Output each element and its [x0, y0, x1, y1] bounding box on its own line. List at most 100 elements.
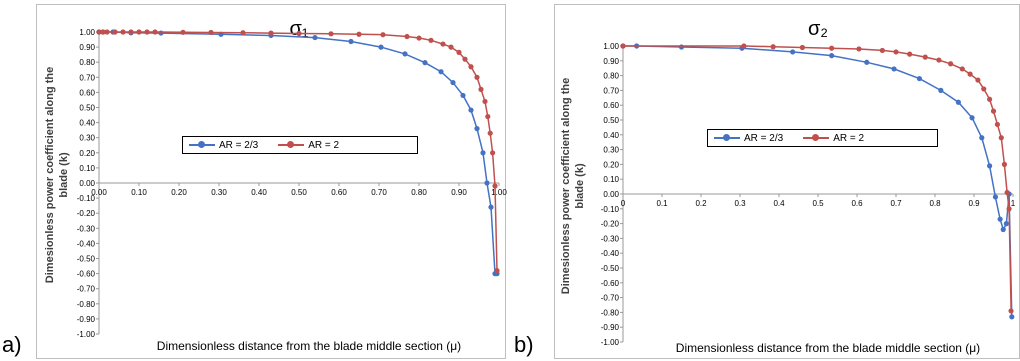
data-point: [987, 163, 993, 169]
x-tick-label: 0.9: [968, 199, 980, 208]
y-tick-label: 0.00: [603, 190, 619, 199]
y-tick-label: -0.30: [77, 224, 96, 233]
data-point: [348, 38, 354, 45]
y-tick-label: 0.90: [79, 43, 95, 52]
data-point: [916, 75, 922, 82]
data-point: [893, 49, 899, 55]
data-point: [474, 74, 480, 80]
chart-title: σ₂: [808, 18, 828, 40]
data-point: [829, 45, 835, 51]
x-tick-label: 0.3: [734, 199, 746, 208]
y-tick-label: -0.10: [77, 194, 96, 203]
y-tick-label: -0.30: [601, 234, 620, 243]
x-tick-label: 0.30: [211, 188, 227, 197]
data-point: [936, 57, 942, 63]
data-point: [864, 59, 870, 65]
y-tick-label: 0.40: [603, 131, 619, 140]
series-line: [623, 45, 1013, 317]
y-tick-label: -0.40: [601, 249, 620, 258]
data-point: [1004, 189, 1010, 196]
x-tick-label: 0.6: [851, 199, 863, 208]
data-point: [268, 30, 274, 36]
x-tick-label: 0.00: [91, 188, 107, 197]
data-point: [158, 30, 164, 36]
y-tick-label: -0.50: [77, 255, 96, 264]
data-point: [1003, 221, 1009, 227]
y-tick-label: 0.80: [79, 58, 95, 67]
data-point: [488, 204, 494, 210]
panel-b: b) σ₂ 1.00 0.90 0.80 0.70 0.60 0.50 0.40 0.30 0.2…: [510, 0, 1020, 361]
y-tick-label: -0.50: [601, 264, 620, 273]
data-point: [144, 29, 150, 35]
data-point: [891, 66, 897, 72]
data-point: [356, 31, 362, 37]
data-point: [104, 29, 110, 35]
y-tick-label: -0.70: [601, 294, 620, 303]
data-point: [438, 69, 444, 75]
data-point: [380, 32, 386, 38]
y-tick-label: -0.80: [77, 300, 96, 309]
data-point: [240, 30, 246, 36]
y-axis-title: Dimesionless power coefficient along the: [560, 78, 572, 294]
y-tick-label: 0.40: [79, 119, 95, 128]
data-point: [136, 29, 142, 35]
legend-swatch: [278, 141, 305, 148]
data-point: [402, 51, 408, 57]
data-point: [296, 30, 302, 37]
legend: AR = 2/3 AR = 2: [707, 129, 938, 147]
data-point: [907, 51, 913, 57]
data-point: [879, 47, 885, 54]
data-point: [462, 56, 468, 62]
data-point: [922, 54, 928, 60]
data-point: [460, 92, 466, 99]
data-point: [478, 86, 484, 92]
legend-label: AR = 2: [833, 132, 865, 144]
data-point: [428, 37, 434, 43]
data-point: [741, 43, 747, 49]
panel-letter: a): [2, 332, 22, 357]
y-tick-label: 0.60: [603, 101, 619, 110]
legend-item: AR = 2: [278, 140, 339, 151]
x-tick-label: 1.00: [491, 188, 507, 197]
x-tick-label: 0.10: [131, 188, 147, 197]
panel-letter: b): [514, 332, 534, 357]
y-tick-label: -0.20: [77, 209, 96, 218]
y-axis-title: blade (k): [58, 152, 70, 198]
data-point: [979, 135, 985, 141]
legend-item: AR = 2/3: [189, 140, 258, 151]
data-point: [482, 98, 488, 105]
data-point: [938, 87, 944, 93]
legend: AR = 2/3 AR = 2: [182, 136, 418, 154]
data-point: [1000, 226, 1006, 233]
y-tick-label: 0.00: [79, 179, 95, 188]
data-point: [494, 267, 500, 274]
data-point: [990, 108, 997, 114]
data-point: [829, 53, 835, 59]
x-tick-label: 0.2: [695, 199, 707, 208]
chart-frame: σ₂ 1.00 0.90 0.80 0.70 0.60 0.50 0.40 0.30 0.20 0.…: [554, 4, 1020, 359]
data-point: [152, 29, 158, 35]
data-point: [969, 115, 975, 121]
y-tick-label: -0.90: [601, 323, 620, 332]
legend-swatch: [803, 134, 830, 141]
data-point: [456, 49, 462, 55]
y-tick-label: -0.70: [77, 285, 96, 294]
y-tick-label: -0.10: [601, 205, 620, 214]
x-tick-label: 0.80: [411, 188, 427, 197]
data-point: [96, 29, 102, 35]
data-point: [100, 29, 106, 35]
data-point: [485, 113, 491, 120]
data-point: [992, 194, 999, 200]
y-tick-label: -1.00: [601, 338, 620, 347]
y-tick-label: 1.00: [79, 28, 95, 37]
data-point: [1009, 314, 1015, 320]
x-tick-label: 0.70: [371, 188, 387, 197]
x-tick-label: 0.60: [331, 188, 347, 197]
data-point: [484, 180, 490, 186]
data-point: [770, 44, 776, 50]
y-tick-label: 0.90: [603, 57, 619, 66]
data-point: [448, 44, 454, 50]
data-point: [975, 77, 981, 83]
chart-frame: σ₁ 1.00 0.90 0.80 0.70 0.60 0.50 0.40 0.30 0.20 0.…: [36, 4, 507, 359]
y-tick-label: -0.20: [601, 220, 620, 229]
